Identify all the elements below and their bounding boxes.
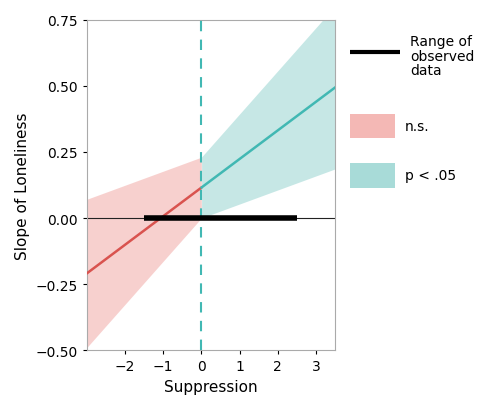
Text: Range of: Range of xyxy=(410,35,472,49)
Y-axis label: Slope of Loneliness: Slope of Loneliness xyxy=(15,112,30,259)
Text: data: data xyxy=(410,64,442,78)
X-axis label: Suppression: Suppression xyxy=(164,379,258,394)
Text: n.s.: n.s. xyxy=(405,120,429,134)
Text: observed: observed xyxy=(410,49,474,63)
Text: p < .05: p < .05 xyxy=(405,169,456,183)
